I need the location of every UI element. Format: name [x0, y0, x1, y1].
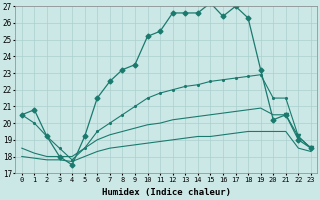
X-axis label: Humidex (Indice chaleur): Humidex (Indice chaleur)	[102, 188, 231, 197]
